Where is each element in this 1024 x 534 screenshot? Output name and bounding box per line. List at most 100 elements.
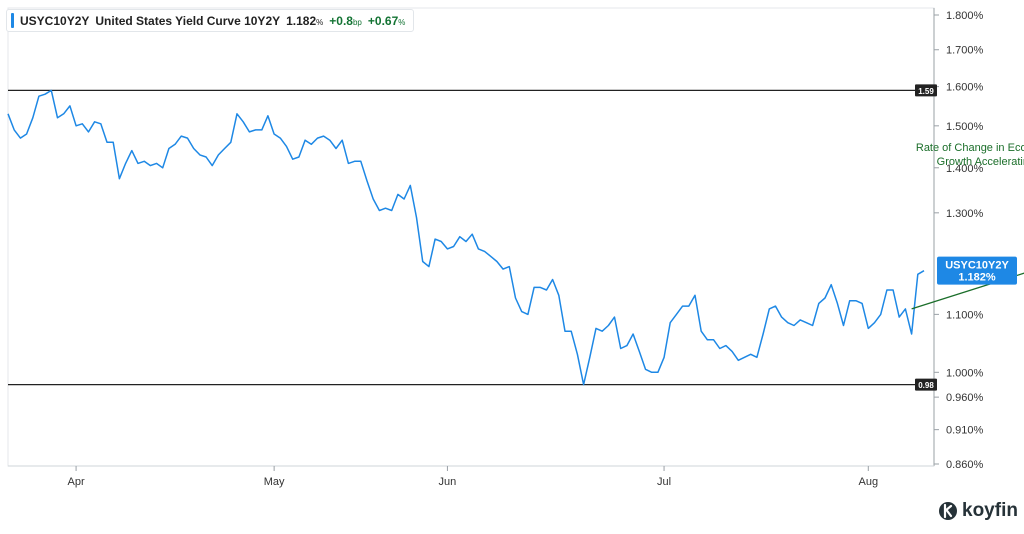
series-point [149, 165, 151, 167]
series-point [378, 209, 380, 211]
series-point [836, 302, 838, 304]
series-point [304, 139, 306, 141]
series-point [886, 289, 888, 291]
series-legend[interactable]: USYC10Y2Y United States Yield Curve 10Y2… [6, 9, 415, 32]
x-tick-label: Aug [859, 476, 879, 488]
series-point [230, 141, 232, 143]
series-point [360, 160, 362, 162]
series-point [81, 123, 83, 125]
last-value-badge [937, 256, 1017, 285]
series-point [428, 266, 430, 268]
series-point [601, 330, 603, 332]
series-point [162, 167, 164, 169]
series-point [366, 180, 368, 182]
legend-ticker: USYC10Y2Y [20, 13, 90, 28]
series-point [843, 325, 845, 327]
last-value-number: 1.182% [958, 272, 996, 284]
legend-change-bp: +0.8bp [329, 14, 362, 28]
series-point [168, 148, 170, 150]
plot-frame [7, 7, 935, 467]
legend-series-name: United States Yield Curve 10Y2Y [95, 13, 281, 28]
koyfin-logo-icon [939, 502, 957, 520]
series-point [156, 162, 158, 164]
series-point [614, 316, 616, 318]
series-point [415, 217, 417, 219]
series-point [880, 313, 882, 315]
series-point [118, 178, 120, 180]
series-point [323, 135, 325, 137]
series-point [688, 305, 690, 307]
series-point [19, 137, 21, 139]
series-point [434, 238, 436, 240]
legend-change-pct-number: +0.67 [367, 13, 399, 28]
series-point [744, 356, 746, 358]
y-tick-label: 0.910% [946, 425, 984, 437]
level-label-bg [915, 84, 937, 97]
series-point [644, 368, 646, 370]
series-point [391, 209, 393, 211]
series-point [651, 371, 653, 373]
series-point [422, 260, 424, 262]
series-point [199, 154, 201, 156]
series-point [13, 129, 15, 131]
series-point [781, 316, 783, 318]
series-point [675, 313, 677, 315]
y-tick-label: 1.100% [946, 309, 984, 321]
series-point [403, 198, 405, 200]
series-point [63, 113, 65, 115]
series-point [787, 322, 789, 324]
legend-change-bp-number: +0.8 [329, 13, 353, 28]
series-point [286, 145, 288, 147]
series-point [527, 313, 529, 315]
series-point [471, 233, 473, 235]
series-point [409, 184, 411, 186]
series-point [552, 278, 554, 280]
y-tick-label: 0.860% [946, 459, 984, 471]
series-point [137, 162, 139, 164]
series-point [125, 162, 127, 164]
series-point [477, 248, 479, 250]
series-point [310, 143, 312, 145]
series-point [669, 322, 671, 324]
koyfin-logo-text: koyfin [962, 500, 1018, 521]
x-tick-label: Jun [439, 476, 457, 488]
series-point [26, 133, 28, 135]
series-point [7, 113, 9, 115]
series-point [793, 325, 795, 327]
x-tick-label: Apr [68, 476, 85, 488]
series-point [750, 353, 752, 355]
series-point [440, 241, 442, 243]
series-point [329, 139, 331, 141]
series-point [706, 339, 708, 341]
series-point [490, 255, 492, 257]
series-point [521, 311, 523, 313]
series-point [725, 345, 727, 347]
annotation-text-line: Growth Accelerating [937, 156, 1024, 168]
series-point [316, 137, 318, 139]
series-point [799, 319, 801, 321]
series-point [756, 356, 758, 358]
series-point [570, 330, 572, 332]
series-point [774, 305, 776, 307]
y-tick-label: 1.700% [946, 45, 984, 57]
series-point [805, 322, 807, 324]
series-point [279, 137, 281, 139]
series-point [298, 156, 300, 158]
y-tick-label: 1.400% [946, 163, 984, 175]
series-point [255, 129, 257, 131]
series-point [347, 162, 349, 164]
x-tick-label: Jul [657, 476, 671, 488]
series-point [397, 193, 399, 195]
series-point [700, 330, 702, 332]
series-point [830, 284, 832, 286]
series-point [545, 289, 547, 291]
series-point [205, 156, 207, 158]
series-point [57, 117, 59, 119]
series-point [892, 289, 894, 291]
series-point [372, 198, 374, 200]
series-point [502, 268, 504, 270]
annotation-text-line: Rate of Change in Economic [916, 142, 1024, 154]
series-point [211, 165, 213, 167]
series-point [44, 93, 46, 95]
